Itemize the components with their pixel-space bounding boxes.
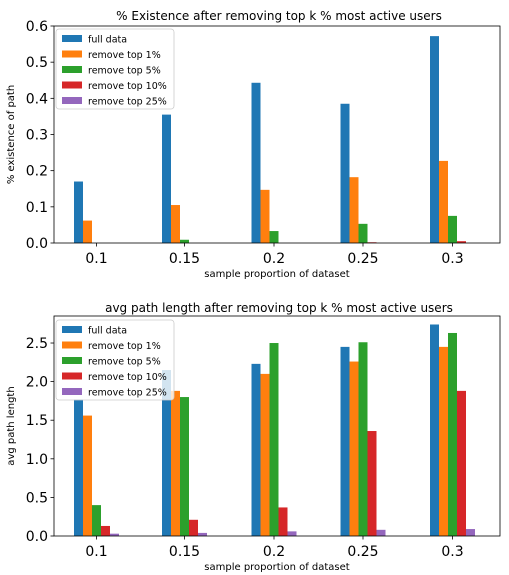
- legend-swatch: [62, 326, 82, 333]
- y-tick-label: 2.5: [26, 336, 48, 352]
- bar: [448, 332, 457, 536]
- bar: [260, 373, 270, 536]
- bar: [162, 370, 171, 536]
- x-tick-label: 0.2: [263, 251, 285, 267]
- x-tick-label: 0.2: [263, 544, 285, 560]
- legend-swatch: [62, 372, 82, 380]
- bar: [198, 532, 207, 536]
- bar: [278, 507, 288, 536]
- x-tick-label: 0.25: [347, 251, 378, 267]
- bar: [349, 177, 359, 243]
- legend-label: remove top 5%: [88, 66, 161, 77]
- legend-label: remove top 25%: [88, 97, 167, 108]
- bar: [180, 397, 189, 536]
- bar: [83, 415, 92, 536]
- bar: [260, 189, 270, 243]
- bar: [340, 103, 350, 243]
- y-tick-label: 0.0: [26, 236, 48, 252]
- legend-label: full data: [88, 35, 127, 46]
- bar: [367, 431, 377, 536]
- bar: [180, 239, 189, 243]
- legend-label: remove top 1%: [88, 50, 161, 61]
- y-tick-label: 1.5: [26, 413, 48, 429]
- bar: [83, 220, 92, 243]
- y-tick-label: 0.4: [26, 91, 48, 107]
- x-axis-label: sample proportion of dataset: [204, 269, 350, 280]
- bar: [101, 525, 110, 536]
- bar: [251, 82, 261, 243]
- axes-frame: [53, 315, 501, 537]
- y-tick-label: 0.6: [26, 19, 48, 35]
- bar: [430, 36, 439, 243]
- bar: [376, 529, 386, 536]
- legend-swatch: [62, 357, 82, 364]
- bar: [358, 342, 368, 536]
- bar: [287, 531, 297, 536]
- x-tick-label: 0.3: [441, 544, 463, 560]
- y-tick-label: 0.2: [26, 164, 48, 180]
- bar: [189, 519, 198, 536]
- bar: [171, 205, 180, 243]
- y-tick-label: 0.1: [26, 200, 48, 216]
- bar: [110, 533, 119, 536]
- legend-label: remove top 5%: [88, 357, 161, 368]
- bar: [358, 223, 368, 243]
- bar: [251, 363, 261, 536]
- bar: [269, 343, 279, 536]
- x-tick-label: 0.25: [347, 544, 378, 560]
- bar: [162, 114, 171, 243]
- bar: [457, 390, 466, 536]
- legend: full data remove top 1% remove top 5% remov…: [55, 319, 175, 401]
- bar: [439, 346, 448, 536]
- legend-label: remove top 25%: [88, 388, 167, 399]
- legend-swatch: [62, 35, 82, 42]
- legend-swatch: [62, 50, 82, 58]
- legend-box: [55, 28, 175, 110]
- legend-label: remove top 1%: [88, 341, 161, 352]
- x-axis-label: sample proportion of dataset: [204, 562, 350, 573]
- x-tick-label: 0.15: [169, 251, 200, 267]
- bar: [439, 160, 448, 243]
- bar: [340, 346, 350, 536]
- bar: [349, 361, 359, 536]
- chart-title: avg path length after removing top k % m…: [105, 301, 453, 315]
- y-tick-label: 0.0: [26, 529, 48, 545]
- y-axis-label: % existence of path: [6, 85, 17, 184]
- bar: [269, 231, 279, 243]
- bar: [171, 390, 180, 536]
- legend-swatch: [62, 81, 82, 89]
- existence-chart: 0.0 0.1 0.2 0.3 0.4 0.5 0.6 0.1 0.15 0.2 0.25 0.3 % …: [6, 9, 501, 280]
- legend-label: full data: [88, 326, 127, 337]
- legend-swatch: [62, 388, 82, 395]
- y-tick-label: 0.3: [26, 128, 48, 144]
- bar: [430, 324, 439, 536]
- legend-swatch: [62, 341, 82, 349]
- legend-box: [55, 319, 175, 401]
- legend-label: remove top 10%: [88, 81, 167, 92]
- legend-swatch: [62, 97, 82, 104]
- x-tick-label: 0.1: [85, 544, 107, 560]
- y-tick-label: 2.0: [26, 375, 48, 391]
- x-tick-label: 0.3: [441, 251, 463, 267]
- y-tick-label: 1.0: [26, 452, 48, 468]
- bar: [457, 241, 466, 243]
- bar: [74, 399, 83, 536]
- legend-label: remove top 10%: [88, 372, 167, 383]
- bar: [448, 215, 457, 244]
- bar: [92, 505, 101, 536]
- path-length-chart: 0.0 0.5 1.0 1.5 2.0 2.5 0.1 0.15 0.2 0.25 0.3 avg p…: [6, 301, 501, 573]
- y-tick-label: 0.5: [26, 55, 48, 71]
- chart-title: % Existence after removing top k % most …: [116, 9, 442, 23]
- y-tick-label: 0.5: [26, 490, 48, 506]
- legend-swatch: [62, 66, 82, 73]
- legend: full data remove top 1% remove top 5% remov…: [55, 28, 175, 110]
- bar: [74, 181, 83, 243]
- y-axis-label: avg path length: [6, 386, 17, 465]
- x-tick-label: 0.1: [85, 251, 107, 267]
- bar: [466, 529, 475, 536]
- x-tick-label: 0.15: [169, 544, 200, 560]
